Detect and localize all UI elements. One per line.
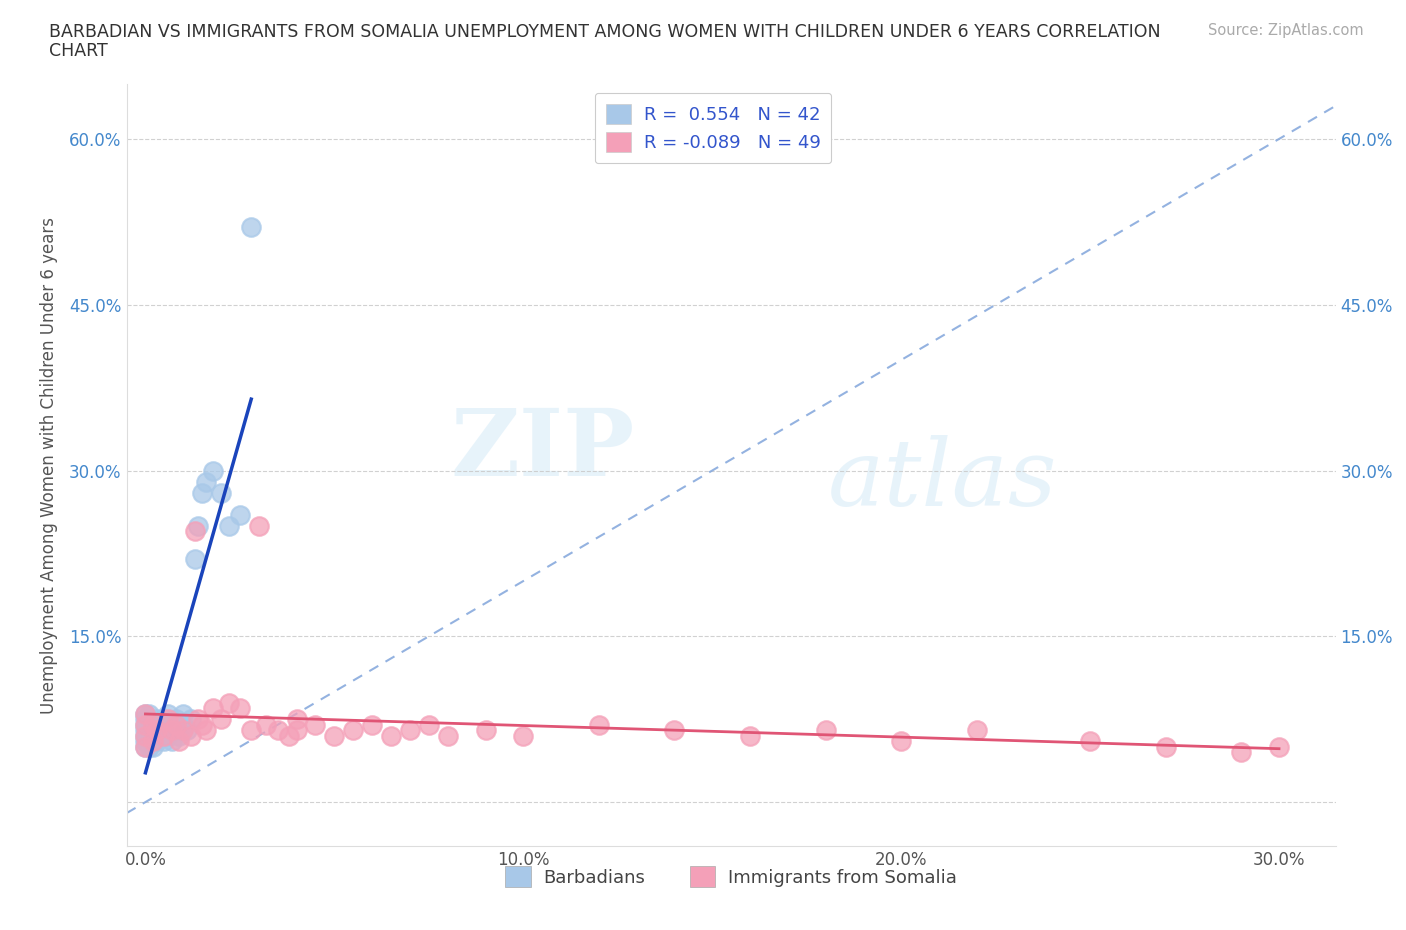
Point <box>209 711 232 726</box>
Point <box>165 723 187 737</box>
Point <box>138 706 160 721</box>
Point <box>187 518 209 533</box>
Point <box>160 734 183 749</box>
Point <box>194 474 217 489</box>
Point <box>134 711 156 726</box>
Point <box>138 717 160 732</box>
Point <box>814 723 837 737</box>
Point <box>138 739 160 754</box>
Point <box>474 723 496 737</box>
Point <box>1230 745 1253 760</box>
Point <box>172 706 194 721</box>
Point <box>142 734 165 749</box>
Point <box>588 717 610 732</box>
Point <box>142 717 165 732</box>
Point <box>176 723 198 737</box>
Point <box>183 551 205 566</box>
Point <box>202 700 225 715</box>
Point <box>418 717 440 732</box>
Point <box>146 711 169 726</box>
Point <box>169 734 191 749</box>
Point <box>142 739 165 754</box>
Point <box>160 717 183 732</box>
Point <box>169 728 191 743</box>
Point <box>157 706 180 721</box>
Point <box>209 485 232 500</box>
Point <box>285 711 308 726</box>
Point <box>172 717 194 732</box>
Point <box>187 711 209 726</box>
Point <box>134 739 156 754</box>
Point <box>180 711 202 726</box>
Point <box>240 219 263 234</box>
Point <box>229 507 252 522</box>
Point <box>323 728 346 743</box>
Point <box>134 723 156 737</box>
Point <box>134 717 156 732</box>
Point <box>1078 734 1101 749</box>
Point <box>153 711 176 726</box>
Text: BARBADIAN VS IMMIGRANTS FROM SOMALIA UNEMPLOYMENT AMONG WOMEN WITH CHILDREN UNDE: BARBADIAN VS IMMIGRANTS FROM SOMALIA UNE… <box>49 23 1161 41</box>
Point <box>157 728 180 743</box>
Point <box>664 723 686 737</box>
Point <box>172 723 194 737</box>
Point <box>229 700 252 715</box>
Point <box>134 706 156 721</box>
Text: CHART: CHART <box>49 42 108 60</box>
Point <box>180 728 202 743</box>
Point <box>966 723 988 737</box>
Point <box>436 728 458 743</box>
Point <box>134 706 156 721</box>
Text: ZIP: ZIP <box>450 405 634 495</box>
Point <box>146 723 169 737</box>
Point <box>512 728 534 743</box>
Legend: Barbadians, Immigrants from Somalia: Barbadians, Immigrants from Somalia <box>498 859 965 895</box>
Point <box>138 728 160 743</box>
Point <box>134 734 156 749</box>
Point <box>1154 739 1177 754</box>
Y-axis label: Unemployment Among Women with Children Under 6 years: Unemployment Among Women with Children U… <box>39 217 58 713</box>
Point <box>247 518 270 533</box>
Point <box>134 728 156 743</box>
Text: Source: ZipAtlas.com: Source: ZipAtlas.com <box>1208 23 1364 38</box>
Point <box>149 717 172 732</box>
Point <box>304 717 326 732</box>
Point <box>194 723 217 737</box>
Point <box>191 485 214 500</box>
Point <box>202 463 225 478</box>
Point <box>146 734 169 749</box>
Point <box>267 723 290 737</box>
Point <box>160 723 183 737</box>
Point <box>153 723 176 737</box>
Point <box>142 717 165 732</box>
Point <box>153 734 176 749</box>
Point <box>240 723 263 737</box>
Point <box>278 728 301 743</box>
Point <box>134 739 156 754</box>
Point <box>134 717 156 732</box>
Point <box>342 723 364 737</box>
Point <box>361 717 384 732</box>
Point <box>165 717 187 732</box>
Point <box>738 728 761 743</box>
Point <box>183 524 205 538</box>
Text: atlas: atlas <box>828 435 1057 525</box>
Point <box>380 728 402 743</box>
Point <box>191 717 214 732</box>
Point <box>149 728 172 743</box>
Point <box>142 728 165 743</box>
Point <box>218 518 240 533</box>
Point <box>1268 739 1291 754</box>
Point <box>157 711 180 726</box>
Point <box>285 723 308 737</box>
Point <box>254 717 277 732</box>
Point <box>146 723 169 737</box>
Point <box>399 723 422 737</box>
Point <box>218 696 240 711</box>
Point <box>165 711 187 726</box>
Point <box>153 728 176 743</box>
Point <box>134 728 156 743</box>
Point <box>890 734 912 749</box>
